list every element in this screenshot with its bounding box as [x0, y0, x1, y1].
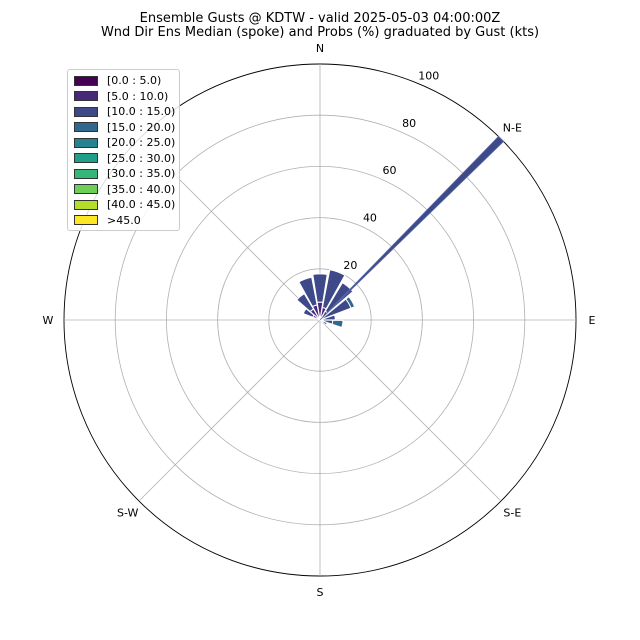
- direction-label-e: E: [589, 314, 596, 327]
- bar-dir-320-10.0-15.0: [296, 292, 315, 313]
- chart-title: Ensemble Gusts @ KDTW - valid 2025-05-03…: [139, 11, 501, 26]
- median-spoke-bar: [319, 135, 505, 321]
- legend-item: [40.0 : 45.0): [68, 197, 179, 213]
- legend-swatch: [74, 91, 98, 102]
- legend-item: >45.0: [68, 213, 179, 229]
- radial-tick-label-100: 100: [418, 70, 439, 83]
- legend-swatch: [74, 106, 98, 117]
- legend-label: [5.0 : 10.0): [107, 89, 169, 103]
- legend-label: [15.0 : 20.0): [107, 120, 176, 134]
- radial-tick-label-60: 60: [383, 164, 397, 177]
- radial-tick-label-80: 80: [402, 117, 416, 130]
- legend-swatch: [74, 122, 98, 133]
- legend-swatch: [74, 75, 98, 86]
- legend-label: >45.0: [107, 213, 141, 227]
- legend-swatch: [74, 184, 98, 195]
- bar-dir-0-10.0-15.0: [312, 273, 328, 303]
- legend-item: [25.0 : 30.0): [68, 151, 179, 167]
- legend-label: [10.0 : 15.0): [107, 105, 176, 119]
- legend-item: [10.0 : 15.0): [68, 104, 179, 120]
- legend-swatch: [74, 199, 98, 210]
- direction-label-s-w: S-W: [117, 506, 139, 519]
- legend-item: [5.0 : 10.0): [68, 89, 179, 105]
- gust-bars: [296, 269, 356, 329]
- legend-swatch: [74, 137, 98, 148]
- grid-spoke-225: [138, 319, 321, 502]
- legend-item: [30.0 : 35.0): [68, 166, 179, 182]
- direction-label-n: N: [316, 42, 324, 55]
- legend-item: [0.0 : 5.0): [68, 73, 179, 89]
- radial-tick-label-40: 40: [363, 212, 377, 225]
- bar-dir-300-10.0-15.0: [302, 308, 315, 318]
- bar-dir-100-15.0-20.0: [331, 319, 344, 329]
- direction-label-n-e: N-E: [503, 122, 522, 135]
- grid-spoke-135: [319, 319, 502, 502]
- chart-subtitle: Wnd Dir Ens Median (spoke) and Probs (%)…: [100, 25, 540, 40]
- legend-label: [30.0 : 35.0): [107, 167, 176, 181]
- legend-swatch: [74, 168, 98, 179]
- bar-dir-40-10.0-15.0: [324, 282, 354, 314]
- legend-item: [35.0 : 40.0): [68, 182, 179, 198]
- bar-dir-20-10.0-15.0: [321, 269, 346, 310]
- bar-dir-120-10.0-15.0: [319, 319, 328, 326]
- bar-dir-60-15.0-20.0: [345, 295, 356, 309]
- legend: [0.0 : 5.0) [5.0 : 10.0) [10.0 : 15.0) [15.…: [67, 69, 180, 231]
- legend-label: [25.0 : 30.0): [107, 151, 176, 165]
- bar-dir-340-10.0-15.0: [298, 276, 318, 308]
- median-spoke: [319, 135, 505, 321]
- legend-label: [0.0 : 5.0): [107, 74, 162, 88]
- axis-labels: N N-E E S-E S S-W W 20 40 60 80 100: [43, 42, 596, 599]
- direction-label-w: W: [43, 314, 54, 327]
- legend-label: [35.0 : 40.0): [107, 182, 176, 196]
- legend-label: [20.0 : 25.0): [107, 136, 176, 150]
- radial-tick-label-20: 20: [343, 259, 357, 272]
- direction-label-s: S: [317, 586, 324, 599]
- direction-label-s-e: S-E: [503, 506, 521, 519]
- legend-swatch: [74, 215, 98, 226]
- legend-label: [40.0 : 45.0): [107, 198, 176, 212]
- legend-swatch: [74, 153, 98, 164]
- bar-dir-80-10.0-15.0: [319, 314, 336, 321]
- legend-item: [15.0 : 20.0): [68, 120, 179, 136]
- legend-item: [20.0 : 25.0): [68, 135, 179, 151]
